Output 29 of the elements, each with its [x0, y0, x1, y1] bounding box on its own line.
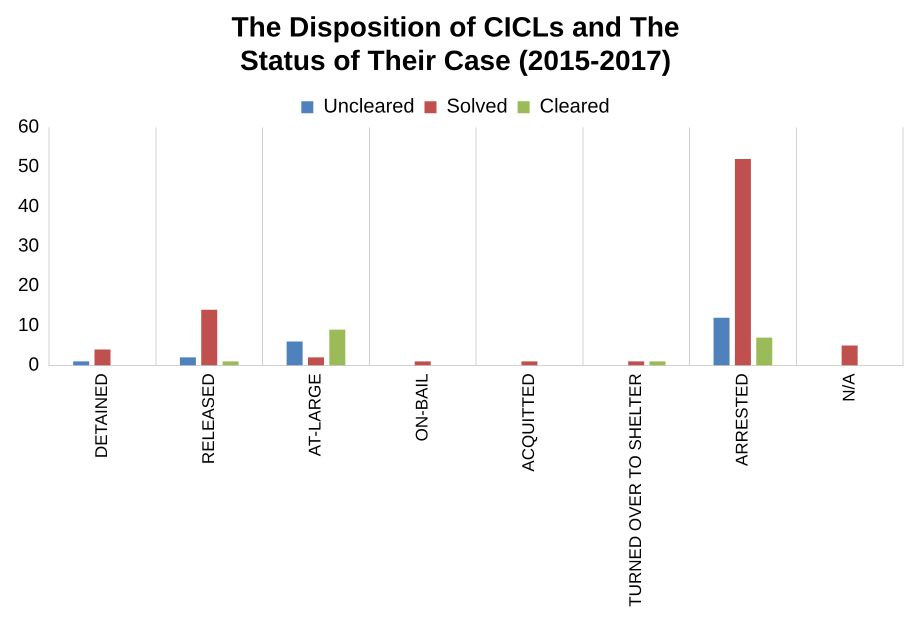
bar — [286, 342, 303, 366]
bar — [180, 357, 196, 366]
x-tick-label: ARRESTED — [732, 373, 752, 466]
y-tick-label: 30 — [18, 236, 40, 257]
x-tick-label: ACQUITTED — [519, 373, 538, 472]
x-tick-label: AT-LARGE — [306, 373, 325, 456]
y-tick-label: 20 — [18, 275, 40, 296]
x-tick-label: ON-BAIL — [412, 373, 432, 442]
legend-label: Uncleared — [323, 96, 414, 118]
x-tick-label: TURNED OVER TO SHELTER — [626, 373, 645, 607]
y-tick-label: 0 — [28, 354, 40, 376]
x-tick-label: DETAINED — [92, 373, 112, 458]
bar — [201, 310, 218, 366]
legend-label: Cleared — [540, 96, 610, 118]
bar — [842, 346, 858, 366]
bar — [308, 357, 324, 366]
x-tick-label: N/A — [839, 372, 858, 402]
bar — [756, 338, 772, 366]
x-tick-label: RELEASED — [198, 373, 218, 464]
legend-label: Solved — [446, 96, 508, 118]
y-tick-label: 60 — [18, 116, 40, 138]
bar — [94, 349, 111, 366]
bar — [734, 158, 751, 366]
y-tick-label: 10 — [18, 314, 40, 336]
bar — [714, 318, 730, 366]
bar — [329, 330, 346, 366]
y-tick-label: 40 — [18, 196, 40, 217]
y-tick-label: 50 — [18, 156, 40, 178]
chart-title: The Disposition of CICLs and The Status of Their Case (2015-2017) — [232, 12, 680, 76]
